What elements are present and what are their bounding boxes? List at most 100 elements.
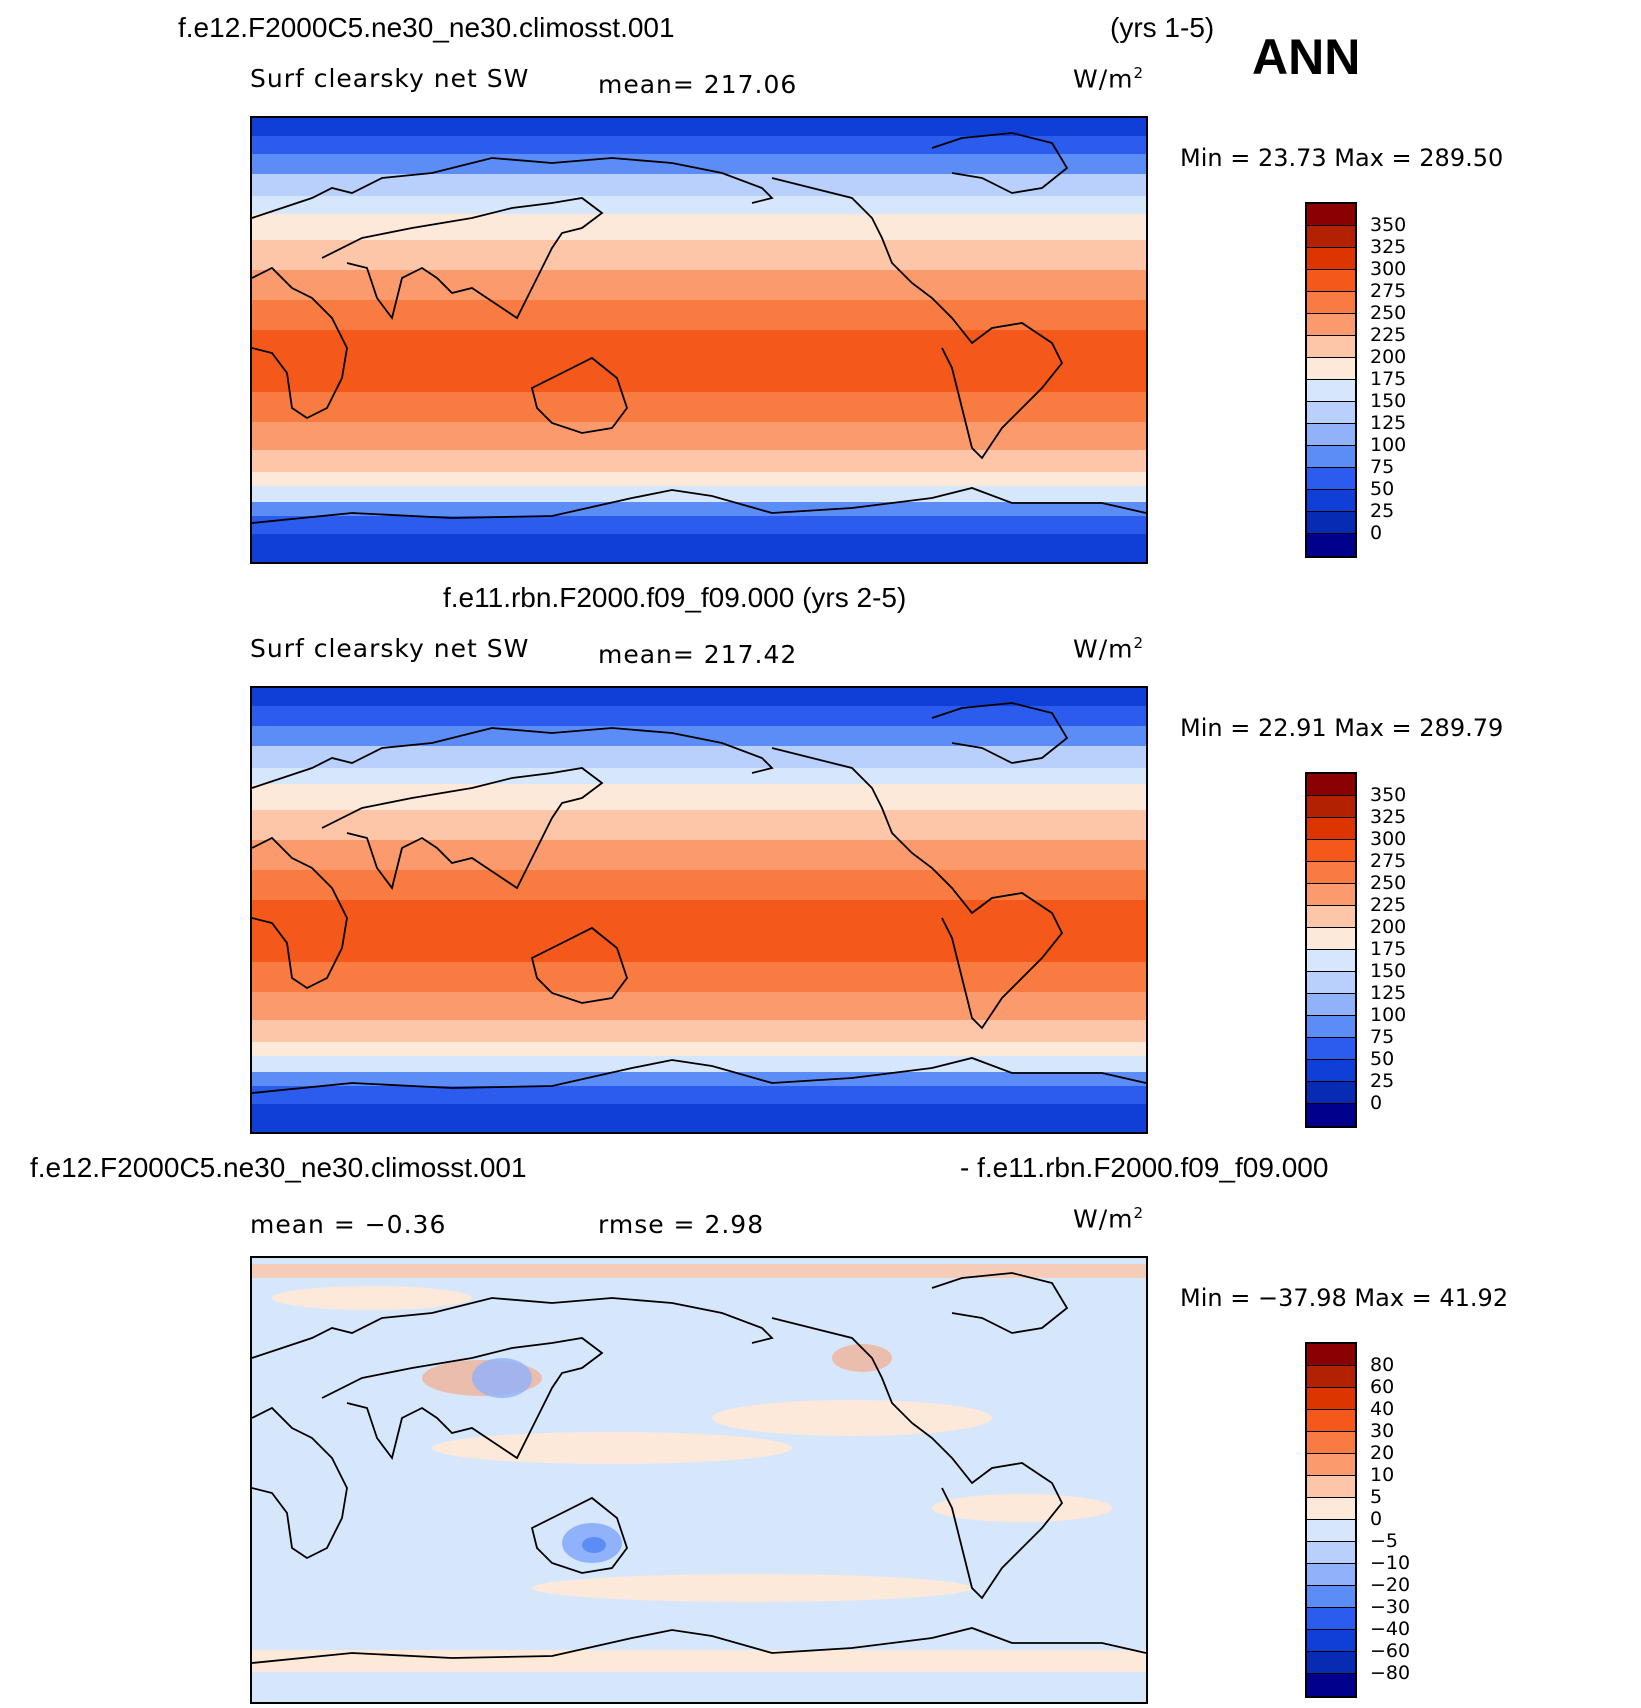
colorbar-label: 250 [1370, 302, 1407, 324]
colorbar-label: 275 [1370, 280, 1407, 302]
panel2-band [252, 726, 1146, 746]
panel3-case-right: - f.e11.rbn.F2000.f09_f09.000 [960, 1152, 1329, 1183]
panel1-mean: mean= 217.06 [598, 70, 798, 99]
panel2-band [252, 1086, 1146, 1104]
coastlines [252, 132, 1146, 524]
colorbar-label: 300 [1370, 828, 1407, 850]
panel3-positive-patch [712, 1400, 992, 1436]
panel1-band [252, 240, 1146, 270]
season-label: ANN [1252, 29, 1361, 85]
colorbar-label: −40 [1370, 1618, 1411, 1640]
panel3-negative-patch [472, 1358, 532, 1398]
colorbar-label: 0 [1370, 1092, 1383, 1114]
colorbar-swatch [1307, 774, 1355, 796]
colorbar-label: 5 [1370, 1486, 1383, 1508]
panel2-band [252, 900, 1146, 962]
colorbar-swatch [1307, 1674, 1355, 1696]
panel2-band [252, 1072, 1146, 1086]
panel1-band [252, 118, 1146, 136]
colorbar-swatch [1307, 204, 1355, 226]
colorbar-swatch [1307, 972, 1355, 994]
colorbar-swatch [1307, 1432, 1355, 1454]
colorbar-swatch [1307, 884, 1355, 906]
panel1-band [252, 422, 1146, 450]
colorbar-label: 80 [1370, 1354, 1395, 1376]
colorbar-label: 325 [1370, 236, 1407, 258]
panel3-colorbar [1305, 1342, 1357, 1698]
panel3-negative-patch [582, 1537, 606, 1553]
colorbar-swatch [1307, 818, 1355, 840]
panel3-positive-patch [272, 1286, 472, 1310]
panel1-band [252, 270, 1146, 300]
coastlines [252, 1272, 1146, 1664]
colorbar-swatch [1307, 1104, 1355, 1126]
panel2-band [252, 870, 1146, 900]
panel2-band [252, 992, 1146, 1020]
colorbar-label: −30 [1370, 1596, 1411, 1618]
colorbar-swatch [1307, 1586, 1355, 1608]
colorbar-swatch [1307, 1542, 1355, 1564]
panel1-colorbar [1305, 202, 1357, 558]
panel1-map [250, 116, 1148, 564]
colorbar-label: 200 [1370, 916, 1407, 938]
colorbar-swatch [1307, 336, 1355, 358]
colorbar-label: 150 [1370, 960, 1407, 982]
colorbar-swatch [1307, 862, 1355, 884]
colorbar-label: 125 [1370, 412, 1407, 434]
colorbar-label: 125 [1370, 982, 1407, 1004]
colorbar-label: 30 [1370, 1420, 1395, 1442]
colorbar-label: 250 [1370, 872, 1407, 894]
colorbar-swatch [1307, 226, 1355, 248]
colorbar-label: −20 [1370, 1574, 1411, 1596]
panel1-band [252, 392, 1146, 422]
colorbar-swatch [1307, 424, 1355, 446]
colorbar-swatch [1307, 1388, 1355, 1410]
colorbar-label: 325 [1370, 806, 1407, 828]
panel1-variable: Surf clearsky net SW [250, 64, 530, 93]
colorbar-label: 225 [1370, 324, 1407, 346]
panel2-band [252, 840, 1146, 870]
colorbar-swatch [1307, 248, 1355, 270]
colorbar-swatch [1307, 314, 1355, 336]
panel2-units: W/m2 [1073, 634, 1145, 664]
colorbar-label: −80 [1370, 1662, 1411, 1684]
colorbar-swatch [1307, 1016, 1355, 1038]
panel2-band [252, 1042, 1146, 1056]
colorbar-swatch [1307, 1564, 1355, 1586]
panel3-positive-patch [432, 1432, 792, 1464]
colorbar-label: 75 [1370, 1026, 1395, 1048]
colorbar-label: 50 [1370, 1048, 1395, 1070]
colorbar-swatch [1307, 1344, 1355, 1366]
panel2-minmax: Min = 22.91 Max = 289.79 [1180, 714, 1504, 742]
panel3-positive-patch [832, 1344, 892, 1372]
colorbar-swatch [1307, 1476, 1355, 1498]
colorbar-swatch [1307, 270, 1355, 292]
panel3-positive-patch [252, 1650, 1146, 1672]
panel3-minmax: Min = −37.98 Max = 41.92 [1180, 1284, 1509, 1312]
panel2-band [252, 810, 1146, 840]
panel1-band [252, 154, 1146, 174]
colorbar-label: 0 [1370, 522, 1383, 544]
panel1-band [252, 330, 1146, 392]
panel3-map-svg [252, 1258, 1146, 1702]
colorbar-swatch [1307, 1082, 1355, 1104]
panel3-units: W/m2 [1073, 1204, 1145, 1234]
colorbar-swatch [1307, 796, 1355, 818]
panel1-band [252, 502, 1146, 516]
panel3-positive-patch [252, 1264, 1146, 1278]
colorbar-label: 100 [1370, 434, 1407, 456]
colorbar-swatch [1307, 994, 1355, 1016]
colorbar-swatch [1307, 1410, 1355, 1432]
colorbar-swatch [1307, 840, 1355, 862]
panel1-units: W/m2 [1073, 64, 1145, 94]
colorbar-swatch [1307, 928, 1355, 950]
colorbar-label: 350 [1370, 784, 1407, 806]
panel1-band [252, 136, 1146, 154]
colorbar-label: 225 [1370, 894, 1407, 916]
panel3-background [252, 1258, 1146, 1702]
panel1-minmax: Min = 23.73 Max = 289.50 [1180, 144, 1504, 172]
colorbar-swatch [1307, 1520, 1355, 1542]
colorbar-label: 175 [1370, 938, 1407, 960]
panel2-variable: Surf clearsky net SW [250, 634, 530, 663]
colorbar-label: 275 [1370, 850, 1407, 872]
